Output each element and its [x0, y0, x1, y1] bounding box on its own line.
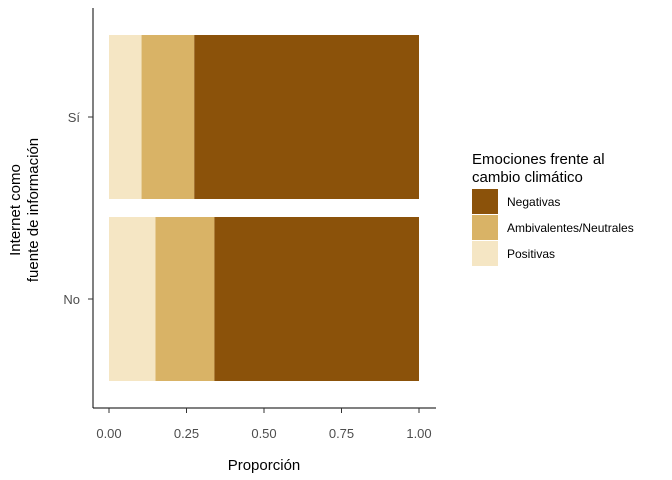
legend-label: Negativas — [507, 195, 560, 209]
x-tick-label: 1.00 — [406, 426, 431, 441]
x-axis-title: Proporción — [228, 457, 301, 474]
bar-no-negativas — [214, 217, 419, 381]
legend: Emociones frente al cambio climático Neg… — [472, 151, 634, 266]
y-axis-title: Internet como fuente de información — [7, 138, 42, 282]
x-tick-label: 0.75 — [329, 426, 354, 441]
legend-title-line-1: Emociones frente al — [472, 151, 605, 168]
y-tick-label: Sí — [68, 110, 81, 125]
bars-layer — [109, 35, 419, 381]
x-axis-ticks: 0.00 0.25 0.50 0.75 1.00 — [96, 408, 432, 441]
y-axis-title-line-2: fuente de información — [25, 138, 42, 282]
bar-s-positivas — [109, 35, 142, 199]
legend-label: Ambivalentes/Neutrales — [507, 221, 634, 235]
legend-swatch-ambivalentes-neutrales — [472, 215, 498, 240]
y-axis-ticks: Sí No — [63, 110, 93, 307]
legend-swatch-negativas — [472, 189, 498, 214]
legend-label: Positivas — [507, 247, 555, 261]
legend-title-line-2: cambio climático — [472, 169, 583, 186]
x-tick-label: 0.50 — [251, 426, 276, 441]
x-tick-label: 0.00 — [96, 426, 121, 441]
y-axis-title-line-1: Internet como — [7, 164, 24, 256]
bar-no-positivas — [109, 217, 156, 381]
bar-no-ambivalentes-neutrales — [155, 217, 215, 381]
x-tick-label: 0.25 — [174, 426, 199, 441]
legend-swatch-positivas — [472, 241, 498, 266]
legend-items: Negativas Ambivalentes/Neutrales Positivas — [472, 189, 634, 266]
bar-s-ambivalentes-neutrales — [141, 35, 195, 199]
y-tick-label: No — [63, 292, 80, 307]
bar-s-negativas — [194, 35, 419, 199]
